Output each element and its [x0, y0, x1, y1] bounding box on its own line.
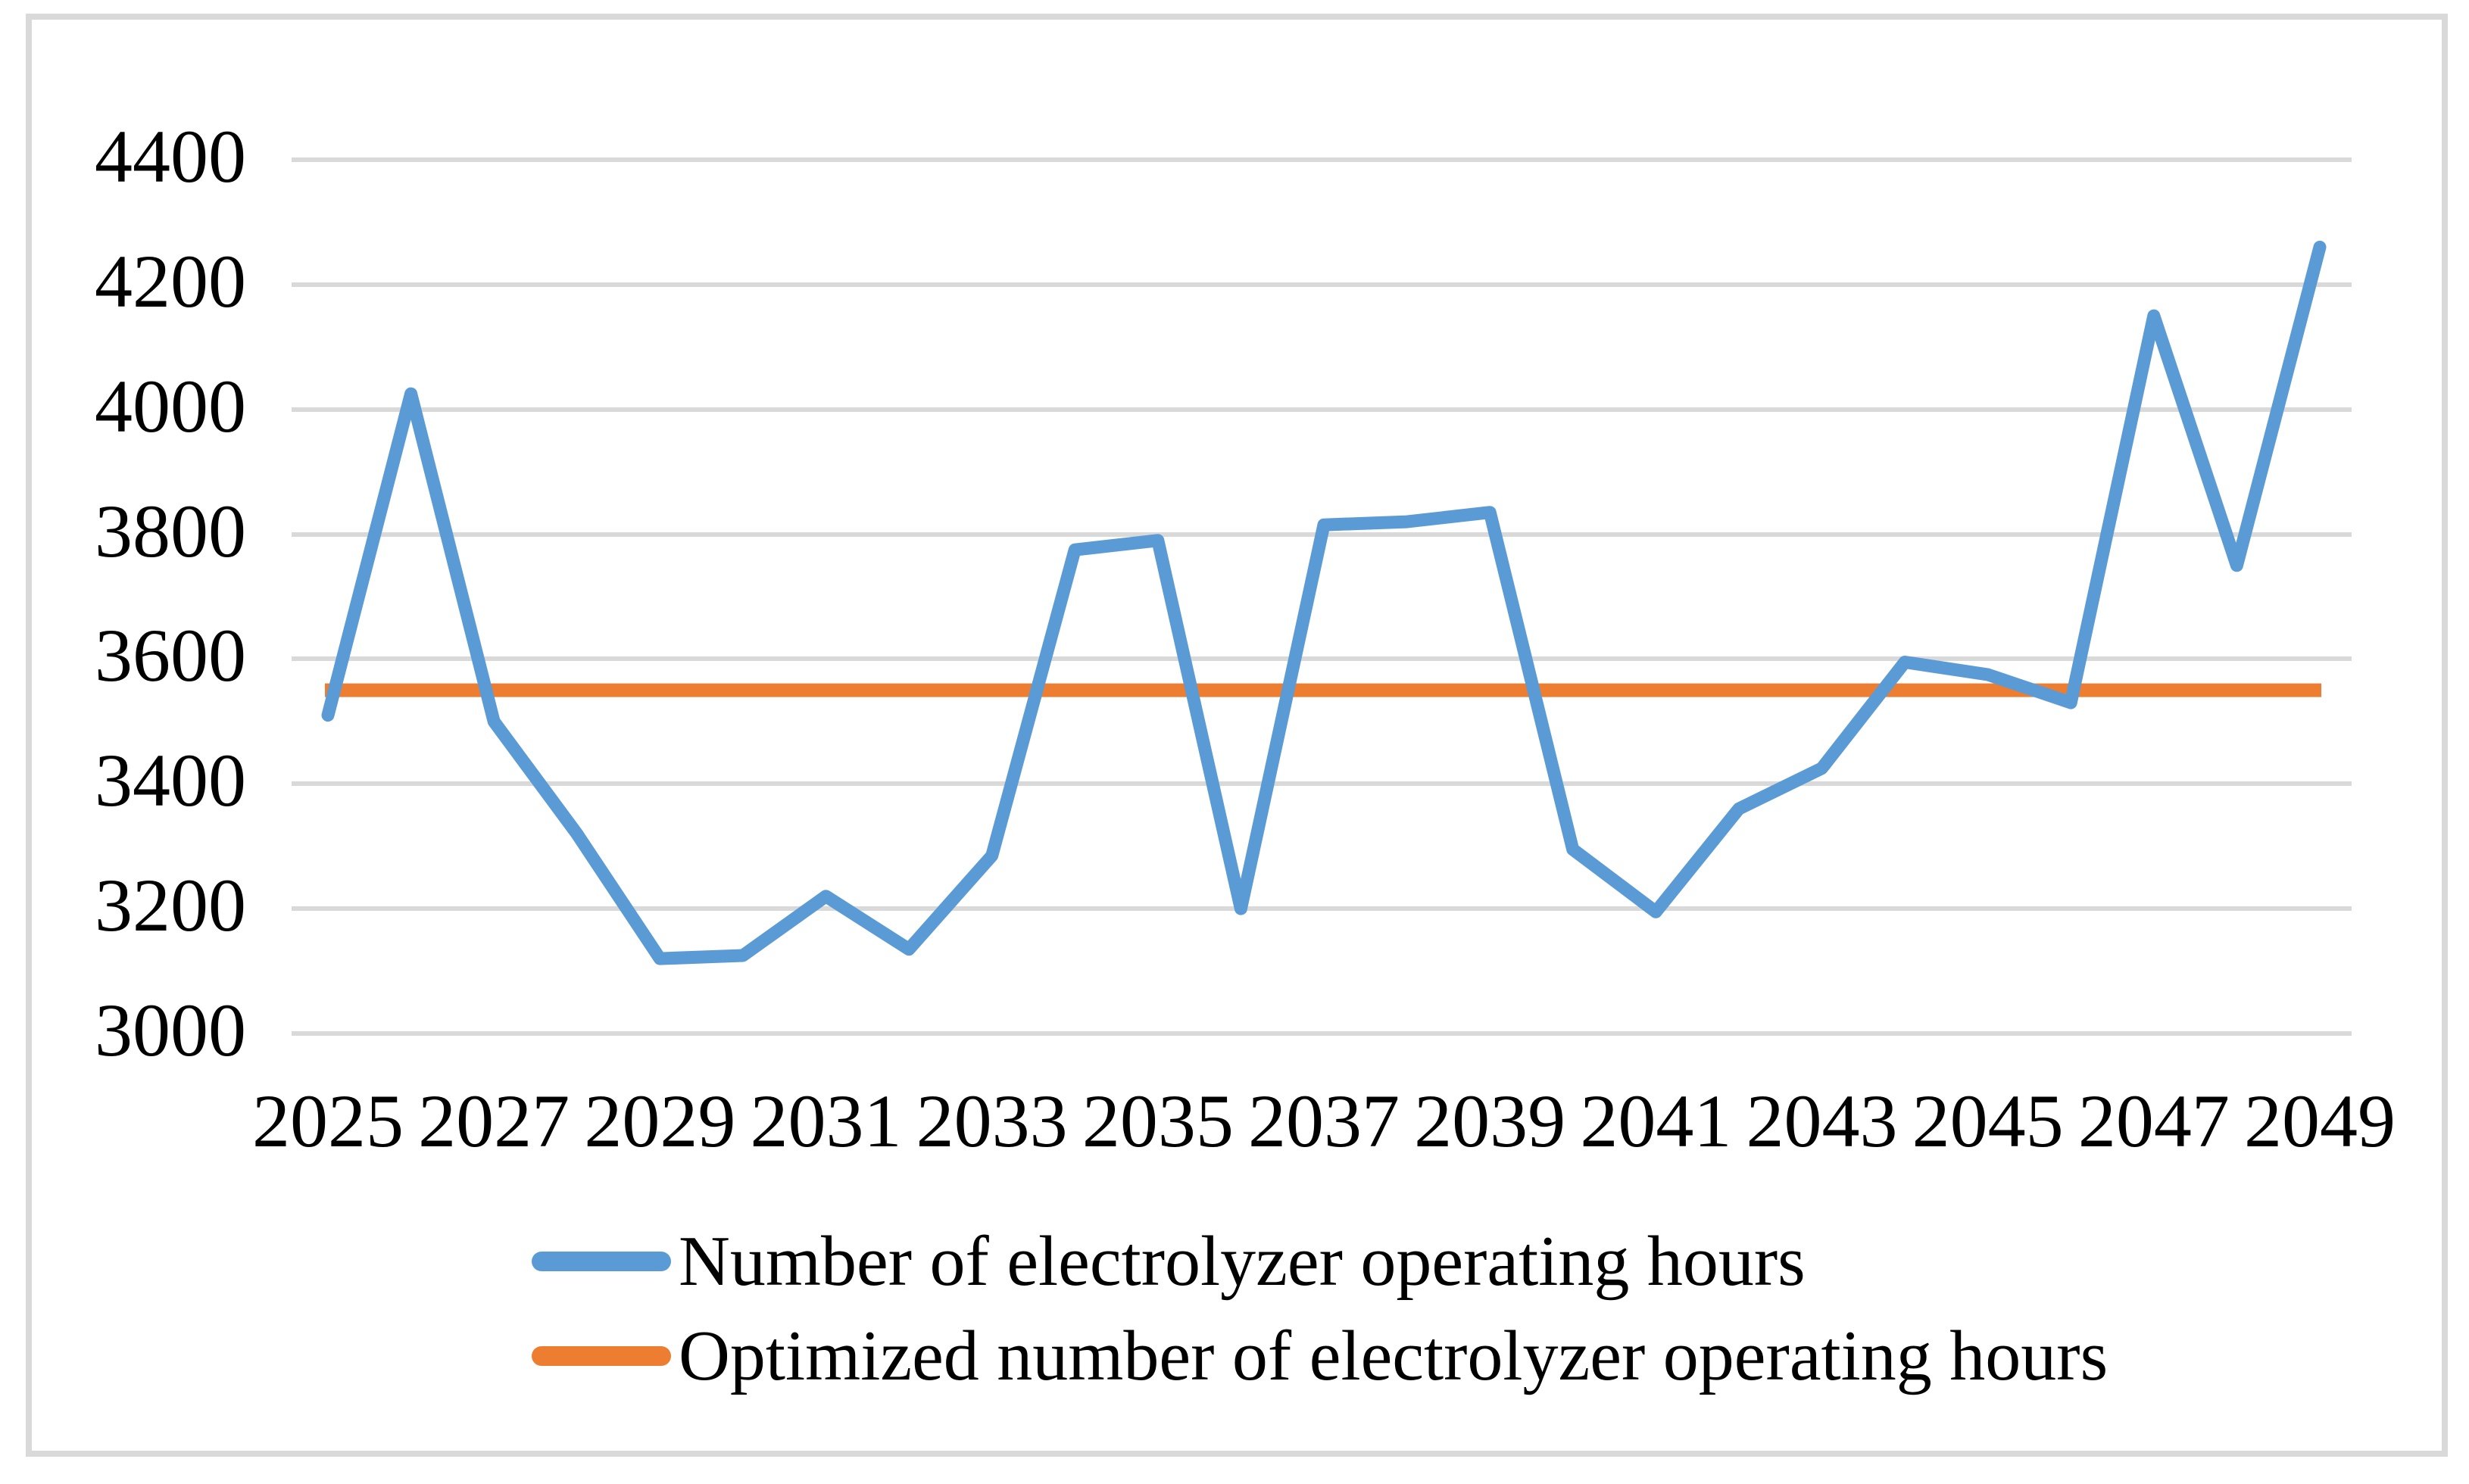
gridline-4400 [292, 157, 2352, 162]
x-tick-label-2041: 2041 [1580, 1079, 1732, 1163]
legend-item-operating-hours: Number of electrolyzer operating hours [532, 1216, 1806, 1307]
y-tick-label-4000: 4000 [95, 363, 246, 448]
x-tick-label-2045: 2045 [1912, 1079, 2064, 1163]
legend-label-optimized-hours: Optimized number of electrolyzer operati… [679, 1317, 2108, 1395]
x-tick-label-2049: 2049 [2243, 1079, 2396, 1163]
x-tick-label-2047: 2047 [2077, 1079, 2230, 1163]
x-tick-label-2035: 2035 [1082, 1079, 1234, 1163]
x-tick-label-2039: 2039 [1414, 1079, 1566, 1163]
gridline-3400 [292, 781, 2352, 787]
gridline-3600 [292, 656, 2352, 662]
gridline-3000 [292, 1031, 2352, 1036]
legend-label-operating-hours: Number of electrolyzer operating hours [679, 1222, 1806, 1301]
blue-line-legend-swatch [532, 1252, 671, 1271]
gridline-4000 [292, 407, 2352, 412]
chart-frame-border [26, 14, 2448, 1457]
y-tick-label-3400: 3400 [95, 738, 246, 823]
y-tick-label-4200: 4200 [95, 238, 246, 323]
y-tick-label-4400: 4400 [95, 114, 246, 198]
x-tick-label-2031: 2031 [750, 1079, 902, 1163]
x-tick-label-2027: 2027 [418, 1079, 570, 1163]
gridline-3200 [292, 906, 2352, 912]
x-tick-label-2037: 2037 [1247, 1079, 1400, 1163]
x-tick-label-2033: 2033 [916, 1079, 1068, 1163]
operating-hours-line-series [321, 240, 2327, 965]
x-tick-label-2043: 2043 [1746, 1079, 1898, 1163]
y-tick-label-3000: 3000 [95, 988, 246, 1072]
orange-line-legend-swatch [532, 1346, 671, 1366]
y-tick-label-3200: 3200 [95, 863, 246, 948]
gridline-4200 [292, 282, 2352, 287]
y-tick-label-3600: 3600 [95, 613, 246, 698]
x-tick-label-2029: 2029 [584, 1079, 736, 1163]
y-tick-label-3800: 3800 [95, 488, 246, 573]
legend-item-optimized-hours: Optimized number of electrolyzer operati… [532, 1311, 2108, 1401]
x-tick-label-2025: 2025 [252, 1079, 404, 1163]
